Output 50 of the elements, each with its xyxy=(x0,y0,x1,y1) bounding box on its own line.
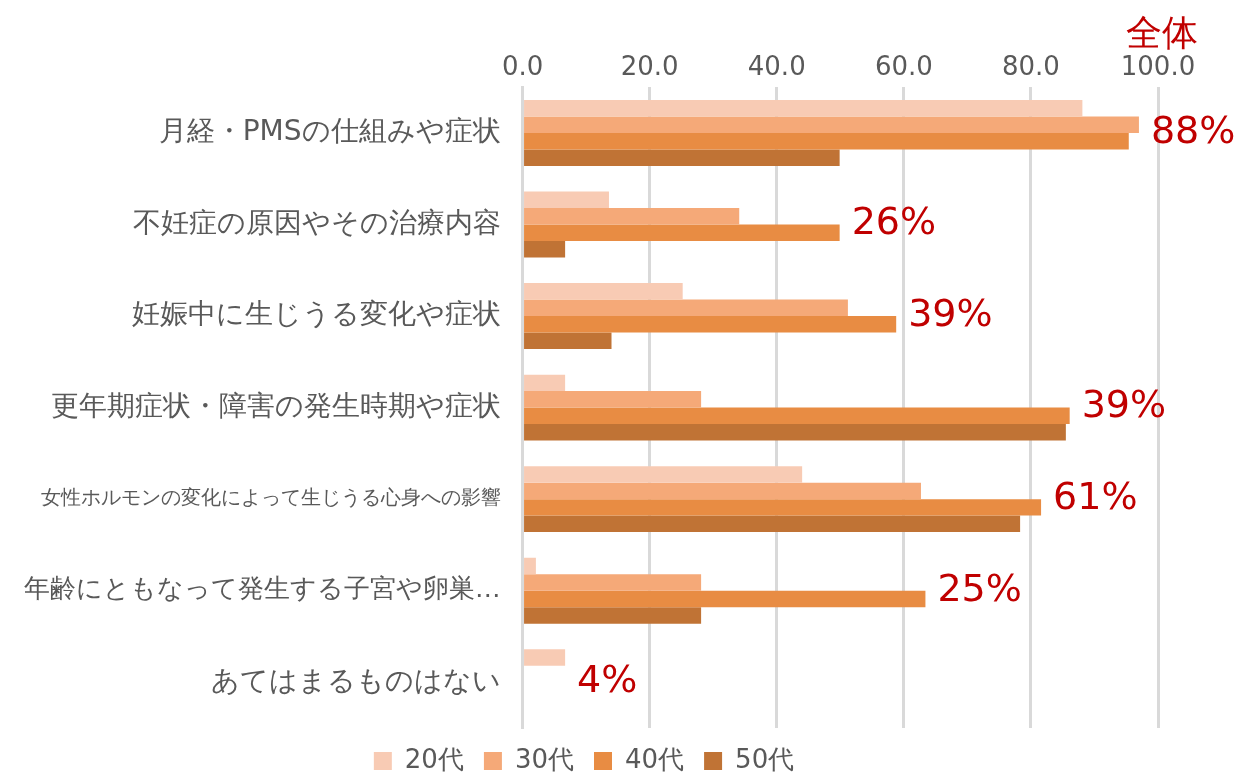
bar xyxy=(524,283,683,300)
bar xyxy=(524,299,848,317)
bar xyxy=(524,649,566,666)
bar xyxy=(524,374,566,392)
x-tick-label: 60.0 xyxy=(874,51,933,82)
bar xyxy=(524,208,740,225)
bar xyxy=(524,466,803,483)
bar xyxy=(524,424,1066,441)
bar xyxy=(524,574,702,591)
bar xyxy=(524,407,1070,425)
annotation: 88% xyxy=(1150,107,1236,152)
x-tick-label: 100.0 xyxy=(1120,51,1196,82)
bar xyxy=(524,482,921,500)
bar xyxy=(524,332,612,350)
bar xyxy=(524,100,1083,117)
legend-label: 50代 xyxy=(735,743,795,774)
bar xyxy=(524,240,566,258)
bar xyxy=(524,191,609,209)
bar xyxy=(524,607,702,624)
y-tick-label: 不妊症の原因やその治療内容 xyxy=(132,205,501,239)
legend-label: 30代 xyxy=(514,743,575,774)
legend-label: 20代 xyxy=(404,743,464,774)
bar xyxy=(524,149,840,166)
annotation: 25% xyxy=(937,565,1022,610)
annotation: 39% xyxy=(908,290,993,335)
x-tick-label: 80.0 xyxy=(1001,51,1060,82)
y-tick-label: 妊娠中に生じうる変化や症状 xyxy=(131,297,501,331)
annotation: 39% xyxy=(1081,382,1167,427)
x-tick-label: 20.0 xyxy=(620,51,679,82)
y-tick-label: 年齢にともなって発生する子宮や卵巣… xyxy=(24,573,501,604)
y-tick-label: 更年期症状・障害の発生時期や症状 xyxy=(50,388,501,422)
bar xyxy=(524,557,536,575)
bar xyxy=(524,391,702,408)
y-tick-label: あてはまるものはない xyxy=(210,663,501,697)
y-tick-label: 月経・PMSの仕組みや症状 xyxy=(158,114,501,148)
y-tick-label: 女性ホルモンの変化によって生じうる心身への影響 xyxy=(40,485,501,510)
text: 全体 xyxy=(1126,12,1198,54)
annotation: 4% xyxy=(577,657,638,702)
legend-label: 40代 xyxy=(625,743,685,774)
bar xyxy=(524,316,897,333)
annotation: 26% xyxy=(851,199,937,244)
annotation: 61% xyxy=(1053,474,1138,519)
x-tick-label: 40.0 xyxy=(747,51,806,82)
bar xyxy=(524,116,1139,133)
bar xyxy=(524,515,1021,533)
bar xyxy=(524,132,1129,150)
bar xyxy=(524,499,1042,516)
bar xyxy=(524,224,840,241)
x-tick-label: 0.0 xyxy=(501,51,544,82)
bar xyxy=(524,590,926,608)
